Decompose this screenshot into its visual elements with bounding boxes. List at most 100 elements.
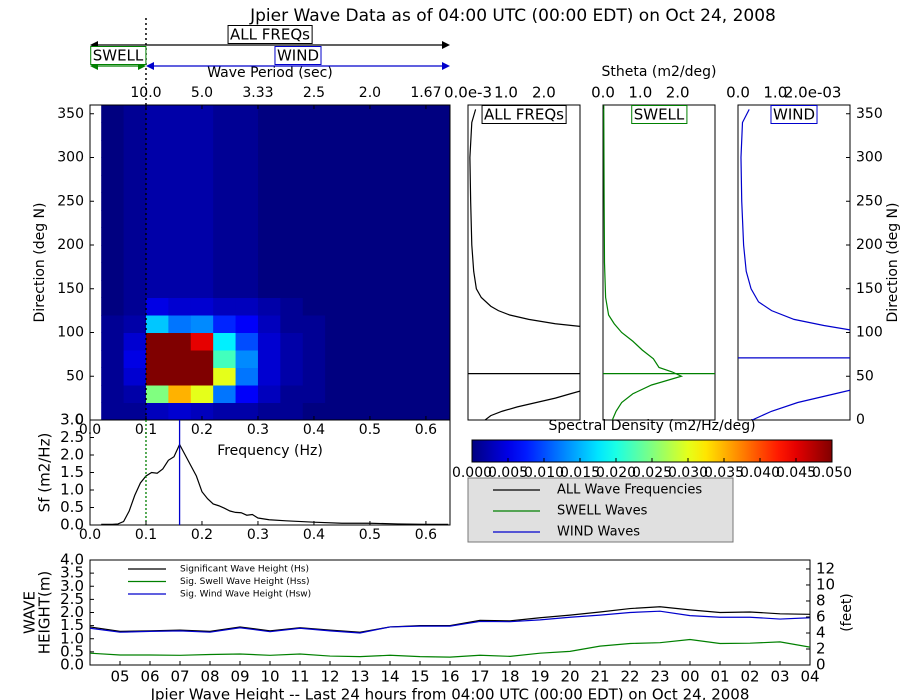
heat-cell [145,280,169,298]
heat-cell [347,262,371,281]
x-tick-label: 03 [770,668,789,686]
heat-cell [213,385,237,403]
heat-cell [325,350,349,368]
x-tick-label: 20 [560,668,579,686]
heat-cell [145,402,169,420]
x-tick-label: 0.0e-3 [444,84,492,102]
heat-cell [414,332,438,351]
label-box [481,105,567,124]
series-line [101,443,449,525]
heat-cell [168,245,192,263]
y-tick-label: 0.5 [60,642,84,660]
y-tick-label: 250 [57,193,84,209]
heat-cell [325,210,349,228]
heat-cell [101,332,125,351]
y-tick-label: 100 [57,325,84,341]
x-axis-label: Frequency (Hz) [217,443,323,459]
heat-cell [392,122,416,141]
heat-cell [369,350,393,368]
heat-cell [325,140,349,158]
heat-cell [302,332,326,351]
heat-cell [280,210,304,228]
y-tick-label: 250 [856,193,883,209]
heat-cell [101,175,125,193]
heat-cell [414,140,438,158]
legend-label: Sig. Swell Wave Height (Hss) [180,577,309,587]
x-tick-label: 10 [260,668,279,686]
heat-cell [123,210,147,228]
heat-cell [347,210,371,228]
y2-axis-label: (feet) [839,593,855,632]
heat-cell [213,175,237,193]
heat-cell [302,175,326,193]
heat-cell [257,402,281,420]
heat-cell [235,210,259,228]
heat-cell [302,140,326,158]
profile-line [484,390,580,420]
heat-cell [213,262,237,281]
x-tick-label: 2.0 [532,84,556,102]
heat-cell [190,105,214,123]
heat-cell [123,297,147,316]
y-tick-label: 150 [57,281,84,297]
heat-cell [145,332,169,351]
y-tick-label: 2.5 [60,590,84,608]
heat-cell [190,297,214,316]
heat-cell [414,350,438,368]
heat-cell [280,315,304,333]
heat-cell [213,122,237,141]
y-tick-label: 300 [856,150,883,166]
y-axis-label: Direction (deg N) [32,203,48,323]
heat-cell [280,140,304,158]
heat-cell [347,402,371,420]
y2-tick-label: 0 [816,656,826,674]
heat-cell [235,245,259,263]
heat-cell [168,332,192,351]
heat-cell [414,227,438,246]
profile-line [751,389,850,420]
heat-cell [190,315,214,333]
heat-cell [123,367,147,386]
heat-cell [437,140,450,158]
label-box [90,46,147,65]
legend-label: Sig. Wind Wave Height (Hsw) [180,590,311,600]
heat-cell [280,350,304,368]
heat-cell [257,315,281,333]
y-tick-label: 2.5 [60,428,84,446]
colorbar-tick-label: 0.030 [668,465,708,481]
x-tick-label: 14 [380,668,399,686]
x-tick-label: 19 [530,668,549,686]
x-tick-label: 23 [650,668,669,686]
heat-cell [257,157,281,176]
heat-cell [257,385,281,403]
y-tick-label: 0 [856,412,865,428]
heat-cell [123,385,147,403]
heat-cell [190,210,214,228]
heat-cell [302,280,326,298]
heat-cell [123,315,147,333]
heat-cell [325,122,349,141]
heat-cell [257,140,281,158]
heat-cell [190,140,214,158]
heat-cell [347,122,371,141]
arrow-head [442,62,450,70]
heat-cell [123,332,147,351]
heat-cell [101,280,125,298]
heat-cell [347,140,371,158]
heat-cell [213,315,237,333]
heat-cell [414,105,438,123]
heat-cell [280,262,304,281]
heat-cell [325,105,349,123]
heat-cell [101,262,125,281]
heat-cell [280,367,304,386]
heat-cell [168,350,192,368]
heat-cell [235,315,259,333]
heat-cell [302,245,326,263]
x-tick-label: 1.0 [494,84,518,102]
x-tick-label: 0.0 [79,527,101,543]
heat-cell [257,210,281,228]
heat-cell [190,122,214,141]
y2-tick-label: 6 [816,607,826,625]
heat-cell [369,332,393,351]
heat-cell [235,280,259,298]
